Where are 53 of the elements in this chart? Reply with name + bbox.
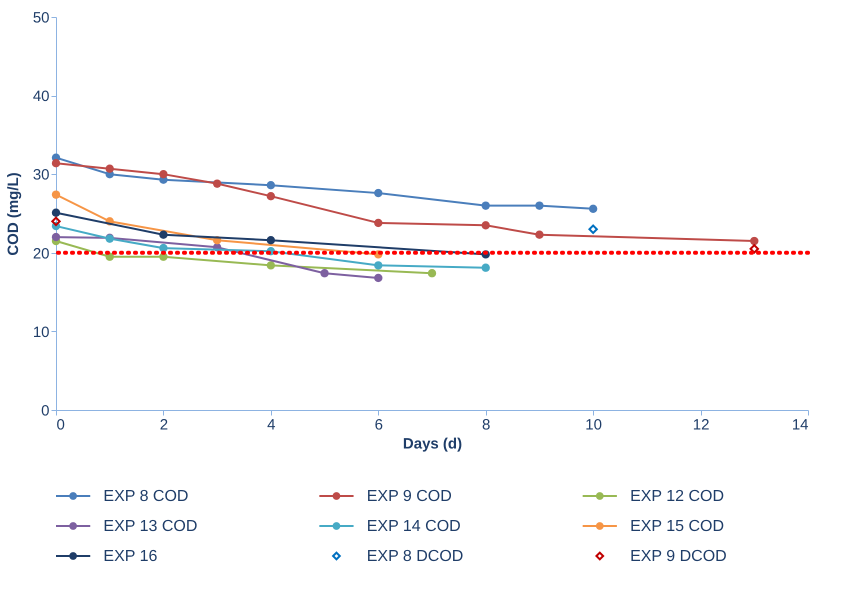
legend-label: EXP 13 COD [103,518,198,535]
legend-label: EXP 16 [103,548,158,565]
x-tick-label: 14 [792,416,808,434]
y-tick-label: 50 [32,10,50,26]
point [374,261,382,270]
point [159,230,168,239]
y-tick-label: 30 [32,166,50,184]
y-tick-label: 40 [32,88,50,106]
point [52,159,60,168]
point [51,216,61,226]
y-axis-title: COD (mg/L) [4,172,22,256]
x-tick-label: 2 [160,416,168,434]
point [482,221,490,230]
point [588,204,598,213]
legend-label: EXP 12 COD [630,488,724,505]
point [374,188,382,198]
x-tick-label: 4 [267,416,276,434]
point [266,181,276,190]
point [159,170,168,178]
point [52,190,60,199]
x-tick-label: 12 [692,416,710,434]
x-tick-label: 10 [585,416,602,434]
point [482,264,490,272]
y-tick-label: 0 [41,402,50,420]
legend-label: EXP 8 DCOD [366,548,464,565]
point [374,218,382,228]
point [266,236,276,244]
point [106,164,114,173]
point [212,179,222,188]
legend-label: EXP 9 COD [366,488,452,505]
point [374,274,382,282]
point [266,192,276,200]
legend-label: EXP 8 COD [103,488,188,505]
y-tick-label: 20 [32,245,50,262]
y-tick-label: 10 [32,324,50,341]
legend-label: EXP 14 COD [366,518,461,535]
point [320,269,329,278]
x-tick-label: 6 [374,416,383,434]
legend-label: EXP 15 COD [630,518,724,535]
point [750,244,759,254]
x-tick-label: 0 [56,416,65,434]
point [52,208,60,217]
point [266,261,276,270]
point [535,230,544,239]
point [482,201,490,210]
x-tick-label: 8 [482,416,490,434]
point [428,269,436,278]
point [52,232,60,242]
x-axis-title: Days (d) [402,436,462,452]
point [588,224,598,234]
legend-label: EXP 9 DCOD [630,548,727,565]
point [535,201,544,210]
point [750,236,758,246]
